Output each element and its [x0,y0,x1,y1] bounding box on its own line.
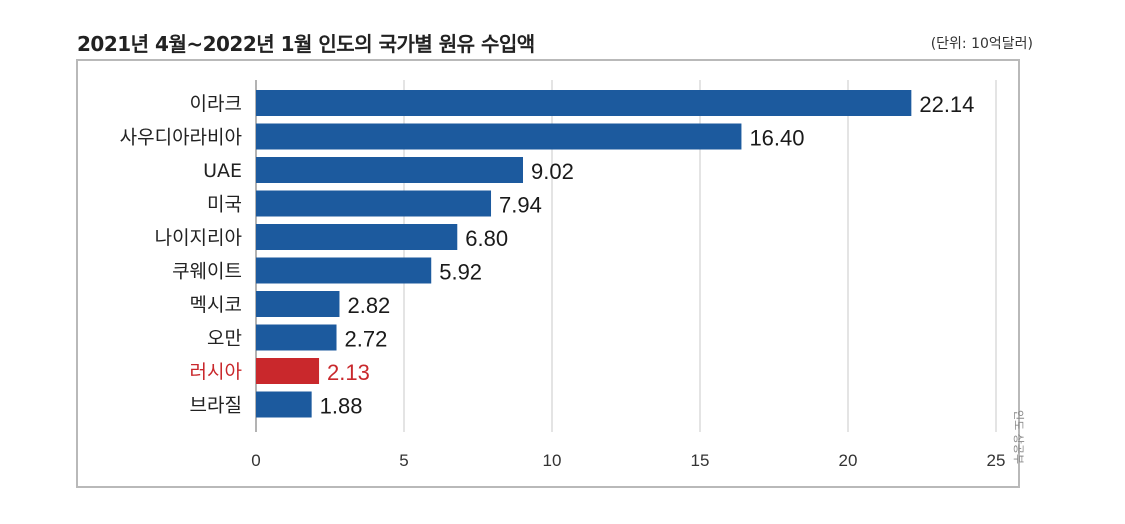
label-layer: 이라크 22.14 사우디아라비아 16.40 UAE 9.02 미국 7.94 나이지리아 6.… [120,92,975,419]
bar [256,90,912,116]
value-label: 9.02 [531,159,574,184]
value-label: 2.82 [347,293,390,318]
x-tick-label: 20 [839,451,858,470]
category-label: 사우디아라비아 [120,127,242,149]
bar [256,157,523,183]
value-label: 7.94 [499,193,542,218]
value-label: 2.13 [327,360,370,385]
unit-label: (단위: 10억달러) [930,36,1033,52]
category-label: UAE [203,160,242,182]
category-label: 미국 [207,194,242,216]
chart-frame [76,59,1020,488]
value-label: 2.72 [345,327,388,352]
category-label: 쿠웨이트 [172,261,242,283]
category-label: 러시아 [190,361,242,383]
bar [256,190,492,217]
value-label: 6.80 [465,226,508,251]
chart-title: 2021년 4월~2022년 1월 인도의 국가별 원유 수입액 [77,32,535,56]
value-label: 16.40 [749,126,804,151]
bar [256,224,458,250]
category-label: 이라크 [190,93,242,115]
x-tick-label: 5 [399,451,408,470]
tick-layer: 0 5 10 15 20 25 [251,451,1005,470]
x-tick-label: 10 [543,451,562,470]
bar [256,391,312,418]
category-label: 오만 [207,328,242,350]
bar [256,324,337,351]
bar [256,257,432,284]
value-label: 1.88 [320,394,363,419]
value-label: 5.92 [439,260,482,285]
x-tick-label: 15 [691,451,710,470]
source-credit: 인도 상공부 [1012,410,1025,465]
bar [256,358,320,384]
bar [256,291,340,317]
category-label: 나이지리아 [155,227,242,249]
value-label: 22.14 [919,92,974,117]
category-label: 멕시코 [190,294,242,316]
x-tick-label: 25 [987,451,1006,470]
x-tick-label: 0 [251,451,260,470]
bar [256,123,742,150]
bar-layer [256,90,912,418]
category-label: 브라질 [190,395,242,417]
